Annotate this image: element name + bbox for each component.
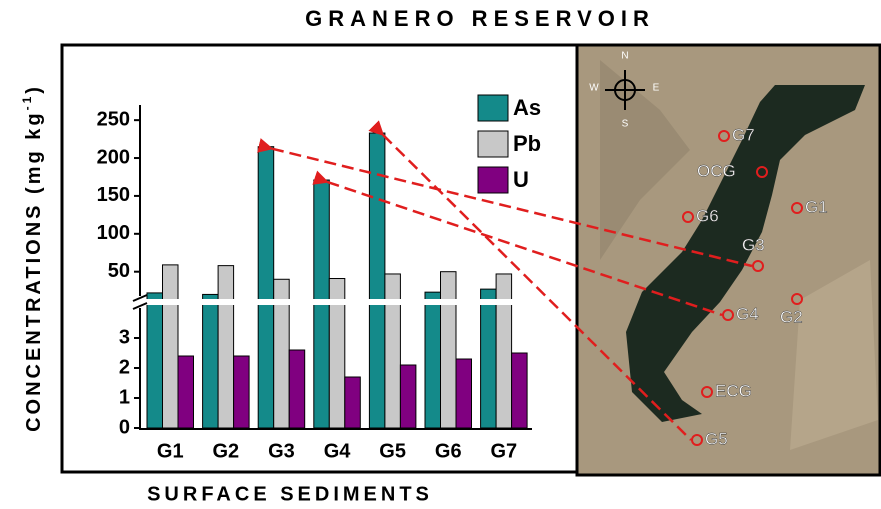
- y-label-sup: -1: [20, 94, 34, 111]
- bar: [400, 365, 416, 428]
- legend-label: Pb: [513, 131, 541, 156]
- y-tick-label: 100: [97, 222, 130, 244]
- x-tick-label: G3: [268, 440, 295, 462]
- bar: [178, 356, 194, 428]
- bar: [258, 147, 274, 428]
- bar: [456, 359, 472, 428]
- site-label: G5: [705, 429, 728, 448]
- y-tick-label: 250: [97, 108, 130, 130]
- x-tick-label: G4: [324, 440, 352, 462]
- bar: [234, 356, 250, 428]
- site-label: ECG: [715, 381, 752, 400]
- bar: [289, 350, 305, 428]
- compass-label: E: [653, 83, 660, 94]
- site-label: G4: [736, 304, 759, 323]
- x-axis-label: SURFACE SEDIMENTS: [147, 483, 433, 505]
- site-label: G2: [780, 307, 803, 326]
- bar: [481, 289, 497, 428]
- y-label-text: CONCENTRATIONS (mg kg: [23, 110, 45, 432]
- figure: GRANERO RESERVOIR CONCENTRATIONS (mg kg-…: [0, 0, 881, 509]
- site-label: OCG: [697, 161, 736, 180]
- x-tick-label: G1: [157, 440, 184, 462]
- y-tick-label: 1: [119, 386, 130, 408]
- x-tick-label: G7: [491, 440, 518, 462]
- y-axis-label: CONCENTRATIONS (mg kg-1): [20, 84, 45, 432]
- bar: [345, 377, 361, 428]
- y-tick-label: 200: [97, 146, 130, 168]
- y-tick-label: 50: [108, 260, 130, 282]
- axis-break: [130, 299, 532, 305]
- bar: [425, 292, 441, 428]
- site-label: G6: [696, 206, 719, 225]
- legend-label: As: [513, 95, 541, 120]
- compass-label: N: [621, 51, 628, 62]
- y-tick-label: 2: [119, 356, 130, 378]
- x-tick-label: G2: [213, 440, 240, 462]
- legend-label: U: [513, 167, 529, 192]
- bar: [163, 265, 179, 428]
- bar: [203, 294, 219, 428]
- compass-label: W: [589, 83, 599, 94]
- bar: [218, 266, 234, 428]
- x-tick-label: G5: [379, 440, 406, 462]
- chart-title: GRANERO RESERVOIR: [305, 6, 655, 31]
- bar: [496, 274, 512, 428]
- site-label: G1: [805, 197, 828, 216]
- compass-label: S: [622, 119, 629, 130]
- legend-swatch: [478, 167, 508, 193]
- y-tick-label: 0: [119, 416, 130, 438]
- y-tick-label: 3: [119, 326, 130, 348]
- bar: [512, 353, 527, 428]
- x-tick-label: G6: [435, 440, 462, 462]
- site-label: G7: [732, 125, 755, 144]
- bar: [147, 293, 163, 428]
- bar: [369, 133, 385, 428]
- bar: [441, 272, 457, 428]
- legend-swatch: [478, 95, 508, 121]
- y-label-end: ): [23, 84, 45, 94]
- y-tick-label: 150: [97, 184, 130, 206]
- bar: [385, 274, 401, 428]
- legend-swatch: [478, 131, 508, 157]
- site-label: G3: [742, 235, 765, 254]
